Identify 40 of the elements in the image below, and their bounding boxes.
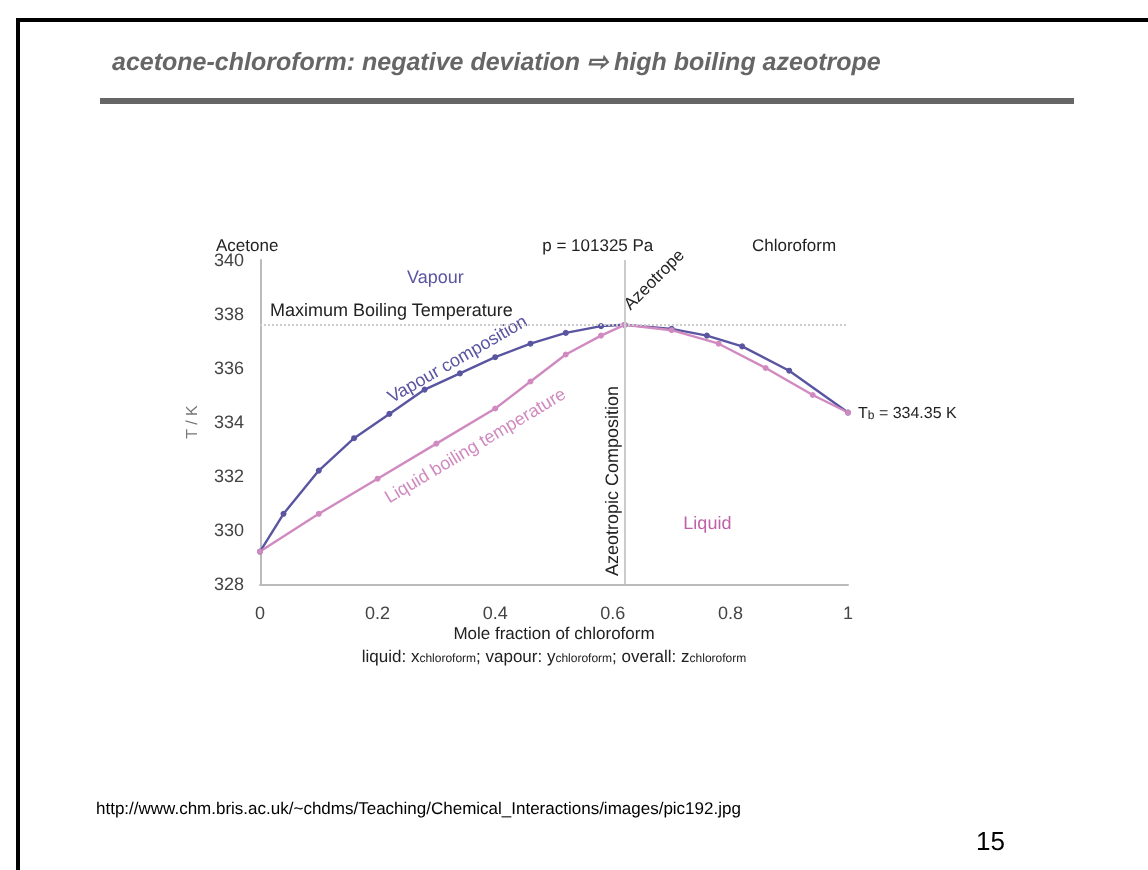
point	[715, 340, 722, 347]
x-tick-label: 0.8	[717, 603, 743, 623]
point	[527, 378, 534, 385]
y-axis-title: T / K	[183, 403, 201, 439]
point	[562, 329, 569, 336]
text: Acetone	[216, 235, 279, 255]
y-tick-label: 332	[213, 466, 244, 486]
text: p = 101325 Pa	[542, 235, 654, 255]
y-tick-label: 330	[213, 520, 244, 540]
y-tick-label: 340	[213, 250, 244, 270]
y-tick-label: 338	[213, 304, 244, 324]
x-tick-label: 0.6	[600, 603, 626, 623]
point	[386, 410, 393, 417]
point	[739, 343, 746, 350]
point	[809, 392, 816, 398]
y-tick-label: 328	[213, 574, 244, 594]
annotation: Vapour	[407, 267, 464, 288]
point	[598, 332, 605, 339]
point	[374, 475, 381, 482]
x-tick-label: 0	[254, 603, 266, 623]
annotation: Liquid	[683, 512, 732, 533]
x-tick-label: 0.2	[365, 603, 391, 623]
text: Chloroform	[752, 235, 837, 255]
point	[562, 351, 569, 358]
x-tick-label: 0.4	[482, 603, 508, 623]
point	[315, 467, 322, 474]
point	[786, 367, 793, 374]
y-tick-label: 334	[213, 412, 244, 432]
point	[351, 435, 358, 442]
text: 15	[976, 826, 1005, 856]
point	[703, 332, 710, 339]
point	[280, 510, 287, 517]
x-tick-label: 1	[842, 603, 854, 623]
text: http://www.chm.bris.ac.uk/~chdms/Teaching/Chemical_Interactions/images/pic192.jpg	[96, 798, 741, 818]
ref-line-label: Maximum Boiling Temperature	[270, 299, 513, 320]
chart-title: acetone-chloroform: negative deviation ⇨ high boiling azeotrope	[112, 46, 881, 76]
point	[315, 510, 322, 517]
ref-line-label: Azeotropic Composition	[601, 385, 622, 576]
point	[762, 365, 769, 371]
y-tick-label: 336	[213, 358, 244, 378]
